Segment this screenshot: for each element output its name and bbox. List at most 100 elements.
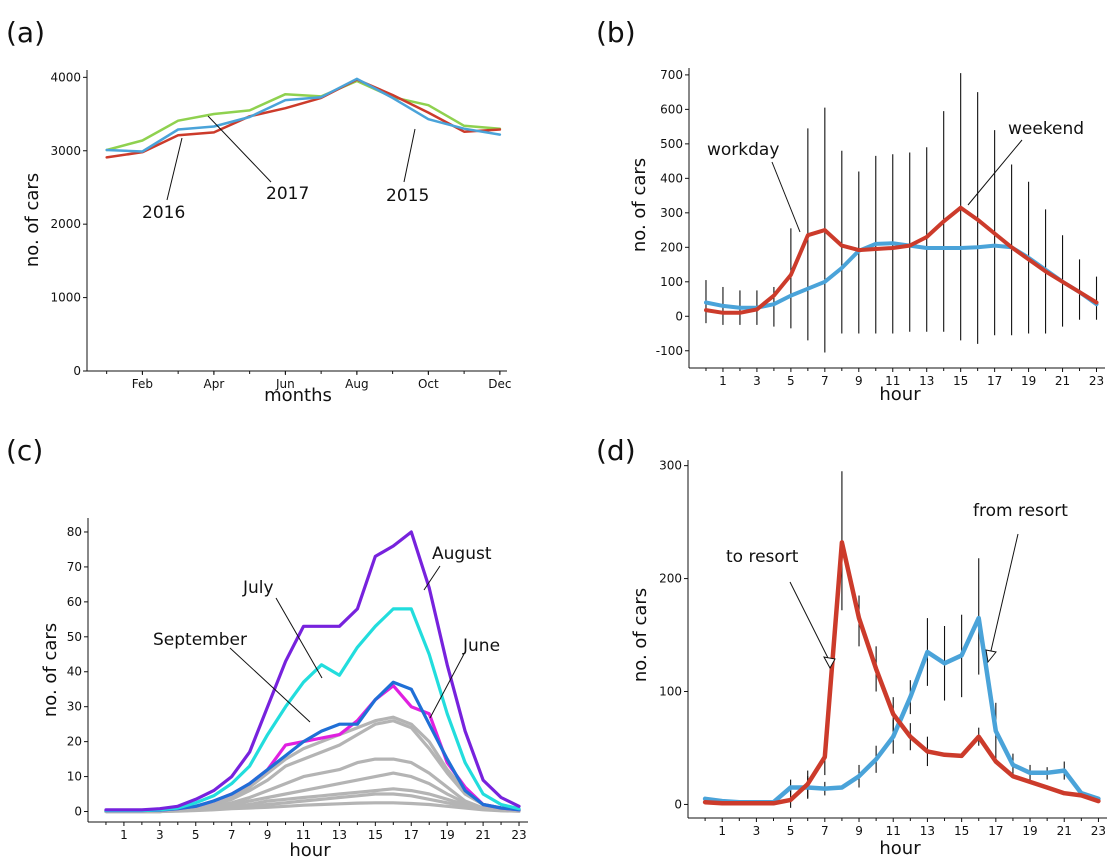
x-tick-label: 3 bbox=[753, 374, 761, 388]
x-tick-label: 13 bbox=[332, 828, 347, 842]
panel-b-xlabel: hour bbox=[879, 384, 921, 405]
panel-d-error-bars bbox=[790, 471, 1065, 808]
series-line-from-resort bbox=[702, 615, 1101, 805]
x-tick-label: 3 bbox=[156, 828, 164, 842]
x-tick-label: 17 bbox=[987, 374, 1002, 388]
panel-a-ylabel: no. of cars bbox=[22, 173, 43, 267]
x-tick-label: 1 bbox=[120, 828, 128, 842]
x-tick-label: Dec bbox=[488, 377, 511, 391]
x-tick-label: 21 bbox=[1057, 824, 1072, 838]
panel-c-pointer-september bbox=[229, 647, 311, 723]
panel-d-pointer-to bbox=[789, 581, 831, 663]
y-tick-label: 600 bbox=[660, 102, 683, 116]
y-tick-label: 300 bbox=[659, 459, 682, 473]
x-tick-label: 23 bbox=[511, 828, 526, 842]
x-tick-label: 15 bbox=[954, 824, 969, 838]
x-tick-label: 15 bbox=[953, 374, 968, 388]
y-tick-label: 20 bbox=[67, 735, 82, 749]
x-tick-label: 15 bbox=[368, 828, 383, 842]
panel-a-pointer-2016 bbox=[166, 137, 183, 201]
panel-a-chart: 0 1000 2000 3000 4000 Feb Apr Jun Aug Oct Dec mont… bbox=[22, 70, 511, 406]
panel-d-annot-to: to resort bbox=[726, 547, 799, 567]
x-tick-label: 21 bbox=[1055, 374, 1070, 388]
panel-a-label: (a) bbox=[6, 16, 45, 49]
y-tick-label: 50 bbox=[67, 630, 82, 644]
x-tick-label: 1 bbox=[718, 824, 726, 838]
y-tick-label: 60 bbox=[67, 595, 82, 609]
x-tick-label: 7 bbox=[821, 374, 829, 388]
x-tick-label: Apr bbox=[204, 377, 225, 391]
panel-d-arrowhead-from bbox=[985, 649, 997, 664]
x-tick-label: Oct bbox=[418, 377, 439, 391]
x-tick-label: 5 bbox=[787, 824, 795, 838]
series-line-2015 bbox=[105, 77, 502, 153]
x-tick-label: Jun bbox=[275, 377, 295, 391]
y-tick-label: 200 bbox=[660, 240, 683, 254]
y-tick-label: 0 bbox=[73, 364, 81, 378]
x-tick-label: Feb bbox=[132, 377, 153, 391]
y-tick-label: 0 bbox=[674, 797, 682, 811]
panel-d-ylabel: no. of cars bbox=[630, 588, 651, 682]
y-tick-label: 3000 bbox=[50, 144, 81, 158]
panel-b-label: (b) bbox=[596, 16, 636, 49]
x-tick-label: 21 bbox=[475, 828, 490, 842]
y-tick-label: 70 bbox=[67, 560, 82, 574]
panel-d-xlabel: hour bbox=[879, 838, 921, 859]
x-tick-label: 9 bbox=[855, 374, 863, 388]
panel-a-annot-2015: 2015 bbox=[386, 186, 429, 206]
panel-c-pointer-july bbox=[275, 597, 323, 679]
x-tick-label: 11 bbox=[296, 828, 311, 842]
panel-c-xlabel: hour bbox=[289, 840, 331, 860]
panel-b-pointer-workday bbox=[771, 161, 801, 233]
panel-a-pointer-2017 bbox=[207, 115, 272, 183]
panel-a-annot-2017: 2017 bbox=[266, 184, 309, 204]
panel-a-pointer-2015 bbox=[403, 128, 416, 183]
x-tick-label: 17 bbox=[404, 828, 419, 842]
y-tick-label: 10 bbox=[67, 770, 82, 784]
panel-c-annot-june: June bbox=[462, 636, 500, 656]
y-tick-label: 700 bbox=[660, 68, 683, 82]
panel-a-series bbox=[105, 77, 502, 159]
series-line-to-resort bbox=[702, 540, 1101, 806]
x-tick-label: 3 bbox=[753, 824, 761, 838]
panel-d-annot-from: from resort bbox=[973, 501, 1068, 521]
panel-c-ylabel: no. of cars bbox=[40, 623, 61, 717]
panel-d-arrowhead-to bbox=[823, 656, 836, 670]
y-tick-label: 40 bbox=[67, 665, 82, 679]
panel-c-annot-july: July bbox=[242, 578, 274, 598]
y-tick-label: 100 bbox=[659, 685, 682, 699]
x-tick-label: 13 bbox=[919, 374, 934, 388]
x-tick-label: 19 bbox=[1022, 824, 1037, 838]
x-tick-label: 19 bbox=[440, 828, 455, 842]
panel-c-pointer-june bbox=[429, 653, 465, 719]
panel-c-annot-september: September bbox=[153, 630, 247, 650]
y-tick-label: 100 bbox=[660, 275, 683, 289]
y-tick-label: 0 bbox=[74, 805, 82, 819]
y-tick-label: 2000 bbox=[50, 217, 81, 231]
panel-b-error-bars bbox=[705, 73, 1098, 353]
x-tick-label: 5 bbox=[192, 828, 200, 842]
y-tick-label: 500 bbox=[660, 137, 683, 151]
y-tick-label: 0 bbox=[675, 309, 683, 323]
x-tick-label: Aug bbox=[345, 377, 368, 391]
panel-d-series bbox=[702, 540, 1101, 806]
x-tick-label: 23 bbox=[1091, 824, 1106, 838]
series-line-2016 bbox=[105, 78, 502, 159]
panel-a-xlabel: months bbox=[264, 385, 332, 406]
series-line-august bbox=[104, 530, 521, 812]
x-tick-label: 23 bbox=[1089, 374, 1104, 388]
x-tick-label: 7 bbox=[821, 824, 829, 838]
y-tick-label: 1000 bbox=[50, 291, 81, 305]
y-tick-label: 80 bbox=[67, 525, 82, 539]
x-tick-label: 11 bbox=[885, 374, 900, 388]
y-tick-label: 300 bbox=[660, 206, 683, 220]
panel-b-series bbox=[704, 205, 1099, 315]
x-tick-label: 13 bbox=[920, 824, 935, 838]
panel-d-pointer-from bbox=[989, 533, 1019, 656]
panel-b-ylabel: no. of cars bbox=[629, 158, 650, 252]
